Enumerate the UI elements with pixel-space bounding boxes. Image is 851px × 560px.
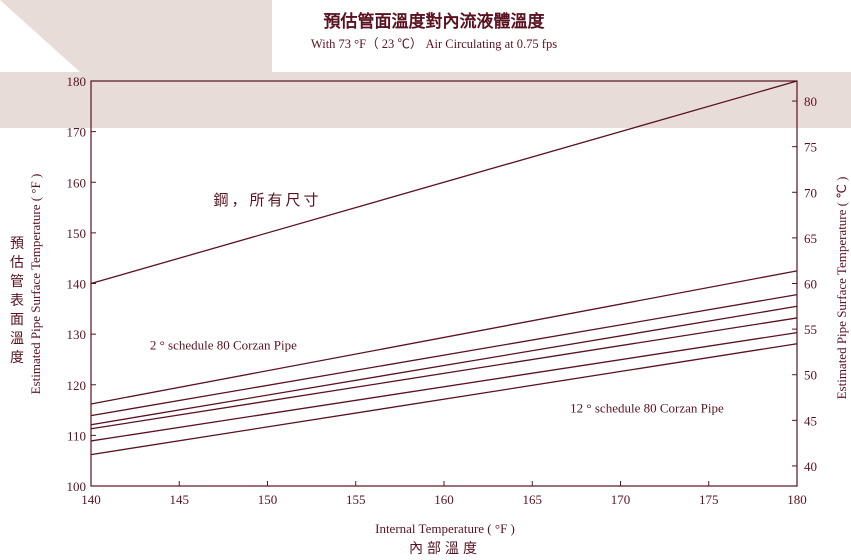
y2-tick-label: 65 — [804, 231, 817, 246]
series-line-5 — [90, 317, 798, 430]
y2-tick-label: 55 — [804, 322, 817, 337]
annotation-3: 12 ° schedule 80 Corzan Pipe — [570, 401, 724, 416]
y-tick-label: 130 — [67, 327, 87, 342]
annotation-2: 2 ° schedule 80 Corzan Pipe — [150, 337, 297, 352]
y-axis-label-cn-char: 管 — [10, 274, 24, 290]
y-axis-ticks: 100 110 120 130 140 150 160 170 180 — [67, 74, 96, 494]
y-tick-label: 150 — [67, 226, 87, 241]
x-tick-label: 175 — [699, 492, 719, 507]
y-axis-label: Estimated Pipe Surface Temperature ( °F … — [28, 174, 43, 395]
y2-tick-label: 80 — [804, 94, 817, 109]
top-band — [0, 0, 272, 72]
y2-tick-label: 70 — [804, 185, 817, 200]
y-tick-label: 100 — [67, 479, 87, 494]
y2-tick-label: 45 — [804, 413, 817, 428]
chart-subtitle: With 73 °F（ 23 ℃） Air Circulating at 0.7… — [311, 37, 557, 51]
y2-axis-ticks: 40 45 50 55 60 65 70 75 80 — [792, 94, 817, 474]
x-tick-label: 145 — [170, 492, 190, 507]
x-axis-ticks: 140 145 150 155 160 165 170 175 180 — [81, 481, 807, 507]
x-tick-label: 150 — [258, 492, 278, 507]
chart-title: 預估管面溫度對內流液體溫度 — [324, 11, 546, 32]
y-tick-label: 160 — [67, 175, 87, 190]
series-lines — [90, 80, 798, 456]
series-line-2 — [90, 270, 798, 405]
y-tick-label: 180 — [67, 74, 87, 89]
y2-axis-label: Estimated Pipe Surface Temperature ( ℃ ) — [834, 177, 849, 400]
series-line-3 — [90, 293, 798, 417]
series-line-1 — [90, 80, 798, 285]
y2-tick-label: 50 — [804, 368, 817, 383]
y-tick-label: 170 — [67, 125, 87, 140]
y-axis-label-cn-char: 表 — [10, 293, 24, 309]
y-tick-label: 110 — [67, 428, 86, 443]
y-axis-label-cn-char: 度 — [10, 350, 24, 366]
corner-triangle — [0, 0, 80, 72]
y-tick-label: 140 — [67, 277, 87, 292]
x-tick-label: 180 — [787, 492, 807, 507]
series-line-6 — [90, 331, 798, 442]
series-line-4 — [90, 305, 798, 426]
series-line-7 — [90, 343, 798, 456]
y-axis-label-cn-char: 面 — [10, 312, 24, 328]
x-tick-label: 155 — [346, 492, 366, 507]
x-axis-label: Internal Temperature ( °F ) — [375, 521, 515, 536]
y-axis-label-cn-char: 溫 — [10, 331, 24, 347]
y2-tick-label: 40 — [804, 459, 817, 474]
x-tick-label: 160 — [434, 492, 454, 507]
x-tick-label: 170 — [611, 492, 631, 507]
y2-tick-label: 75 — [804, 140, 817, 155]
x-axis-label-cn: 內部溫度 — [409, 541, 481, 557]
y-tick-label: 120 — [67, 378, 87, 393]
x-tick-label: 140 — [81, 492, 101, 507]
y-axis-label-cn-char: 估 — [10, 255, 24, 271]
chart-annotations: 鋼，所有尺寸 2 ° schedule 80 Corzan Pipe 12 ° sc… — [150, 191, 724, 416]
y2-tick-label: 60 — [804, 277, 817, 292]
x-tick-label: 165 — [523, 492, 543, 507]
y-axis-label-cn-char: 預 — [10, 236, 24, 252]
annotation-1: 鋼，所有尺寸 — [213, 191, 321, 209]
